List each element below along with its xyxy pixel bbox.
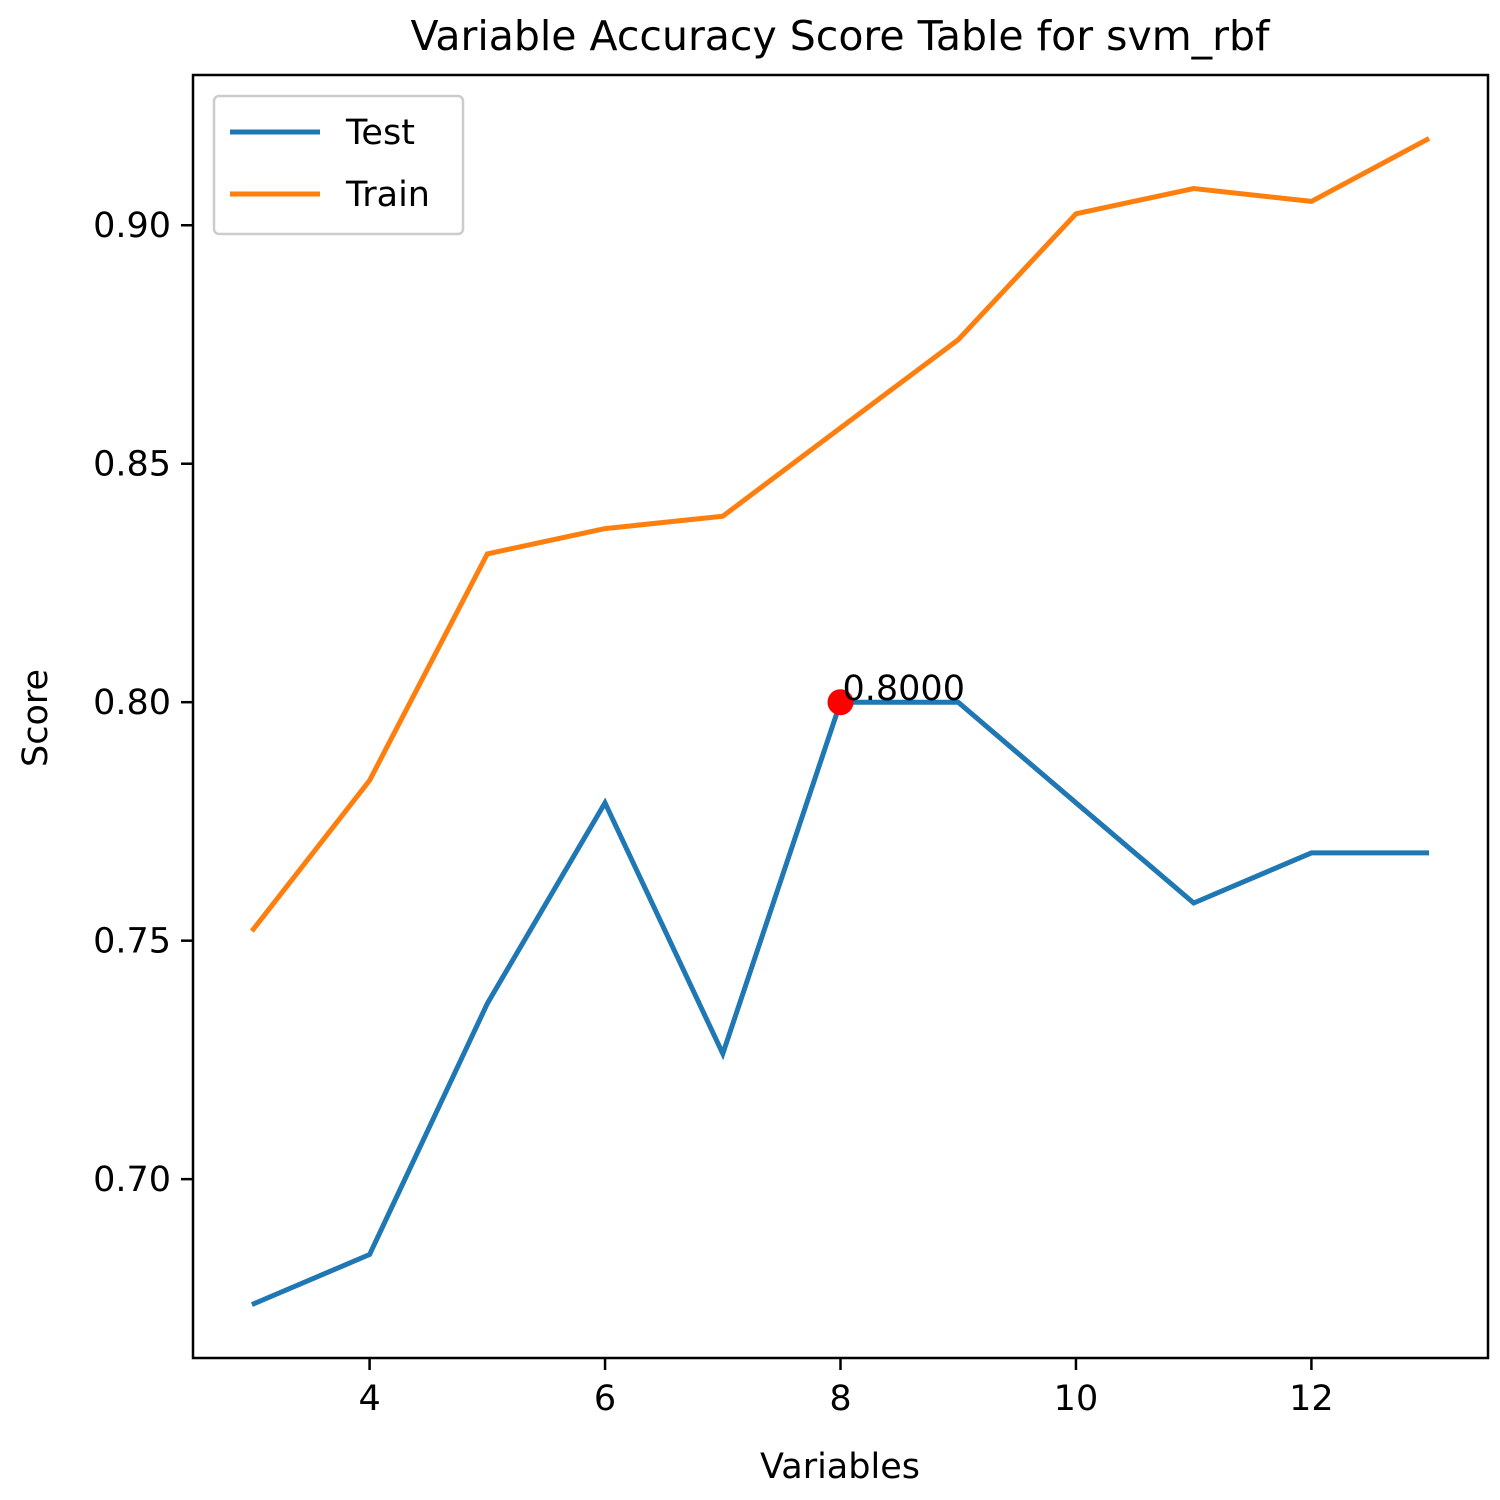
y-tick-label: 0.80 (93, 683, 171, 723)
legend-label-test: Test (345, 113, 415, 153)
series-line-train (249, 136, 1431, 933)
x-tick-label: 8 (829, 1379, 851, 1419)
x-tick-label: 6 (594, 1379, 616, 1419)
y-tick-label: 0.90 (93, 206, 171, 246)
y-tick-label: 0.85 (93, 445, 171, 485)
legend: Test Train (212, 94, 465, 236)
x-tick-label: 4 (358, 1379, 380, 1419)
y-tick-label: 0.70 (93, 1160, 171, 1200)
annotation-layer: 0.8000 (827, 669, 965, 716)
highlight-point (827, 689, 854, 716)
x-tick-label: 12 (1289, 1379, 1334, 1419)
x-tick-label: 10 (1054, 1379, 1099, 1419)
legend-label-train: Train (345, 175, 430, 215)
axes-layer: 4 6 8 10 12 0.70 0.75 0.80 0.85 0.90 (93, 73, 1490, 1419)
y-tick-label: 0.75 (93, 922, 171, 962)
plot-area: 0.8000 (249, 136, 1431, 1307)
y-axis-label: Score (16, 669, 56, 767)
chart-title: Variable Accuracy Score Table for svm_rb… (411, 12, 1272, 60)
x-axis-label: Variables (760, 1447, 920, 1487)
highlight-value-label: 0.8000 (843, 669, 965, 709)
